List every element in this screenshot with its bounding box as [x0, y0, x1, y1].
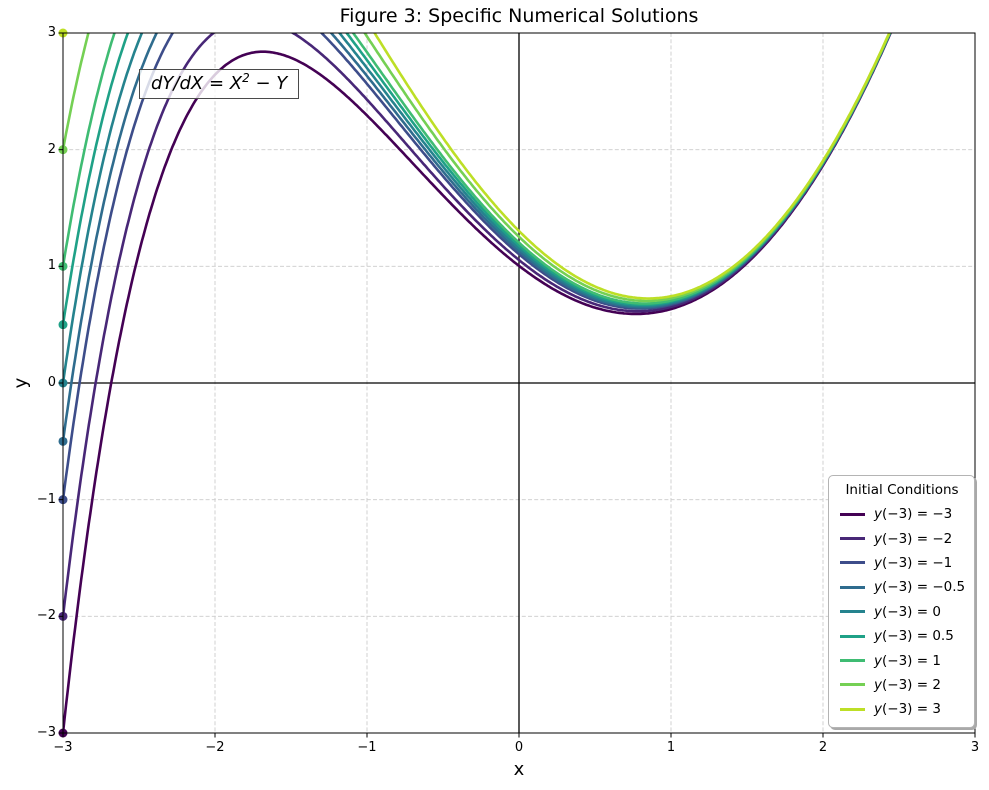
- y-tick-label: 2: [47, 141, 56, 157]
- x-tick-label: −3: [53, 740, 73, 755]
- legend-entry-label: y(−3) = −1: [874, 554, 953, 571]
- legend-swatch: [840, 634, 865, 638]
- legend-swatch: [840, 659, 865, 663]
- legend-entry-label: y(−3) = −3: [874, 506, 953, 523]
- x-tick-label: 3: [970, 740, 980, 755]
- legend: Initial Conditions y(−3) = −3 y(−3) = −2 y…: [828, 475, 975, 728]
- legend-entry-label: y(−3) = 3: [874, 701, 941, 718]
- equation-exponent: 2: [242, 71, 250, 86]
- legend-swatch: [840, 561, 865, 565]
- chart-title: Figure 3: Specific Numerical Solutions: [339, 5, 699, 27]
- legend-entry-label: y(−3) = 0: [874, 603, 941, 620]
- x-tick-label: 2: [818, 740, 828, 755]
- legend-entry: y(−3) = −3: [838, 502, 966, 526]
- legend-entry-label: y(−3) = 1: [874, 652, 941, 669]
- legend-entries: y(−3) = −3 y(−3) = −2 y(−3) = −1 y(−3) = −0…: [838, 502, 966, 722]
- legend-swatch: [840, 610, 865, 614]
- solution-curve-8: [63, 33, 891, 300]
- legend-title: Initial Conditions: [845, 482, 959, 498]
- legend-entry-label: y(−3) = 2: [874, 676, 941, 693]
- x-axis-label: x: [513, 759, 525, 780]
- legend-swatch: [840, 707, 865, 711]
- y-tick-label: −3: [36, 725, 56, 740]
- legend-entry: y(−3) = −0.5: [838, 575, 966, 599]
- y-tick-label: 3: [47, 25, 56, 40]
- legend-entry: y(−3) = 0: [838, 600, 966, 624]
- x-tick-label: −2: [205, 740, 225, 755]
- legend-entry-label: y(−3) = −2: [874, 530, 953, 547]
- legend-entry-label: y(−3) = −0.5: [874, 579, 966, 596]
- y-tick-label: −1: [36, 491, 56, 507]
- x-tick-label: 0: [514, 740, 524, 755]
- x-tick-label: 1: [666, 740, 676, 755]
- legend-entry: y(−3) = 2: [838, 673, 966, 697]
- equation-annotation: dY/dX = X2 − Y: [139, 69, 300, 100]
- legend-entry-label: y(−3) = 0.5: [874, 628, 954, 645]
- legend-entry: y(−3) = 3: [838, 697, 966, 721]
- y-tick-label: 1: [47, 258, 56, 274]
- legend-swatch: [840, 512, 865, 516]
- legend-swatch: [840, 585, 865, 589]
- legend-swatch: [840, 683, 865, 687]
- legend-entry: y(−3) = 1: [838, 648, 966, 672]
- y-tick-label: −2: [36, 608, 56, 624]
- legend-entry: y(−3) = 0.5: [838, 624, 966, 648]
- equation-text-rhs: − Y: [249, 73, 288, 95]
- y-tick-label: 0: [47, 375, 56, 390]
- solution-curves: [63, 33, 892, 733]
- x-tick-label: −1: [357, 740, 377, 755]
- legend-swatch: [840, 537, 865, 541]
- legend-entry: y(−3) = −1: [838, 551, 966, 575]
- legend-entry: y(−3) = −2: [838, 526, 966, 550]
- equation-text-lhs: dY/dX = X: [151, 73, 243, 95]
